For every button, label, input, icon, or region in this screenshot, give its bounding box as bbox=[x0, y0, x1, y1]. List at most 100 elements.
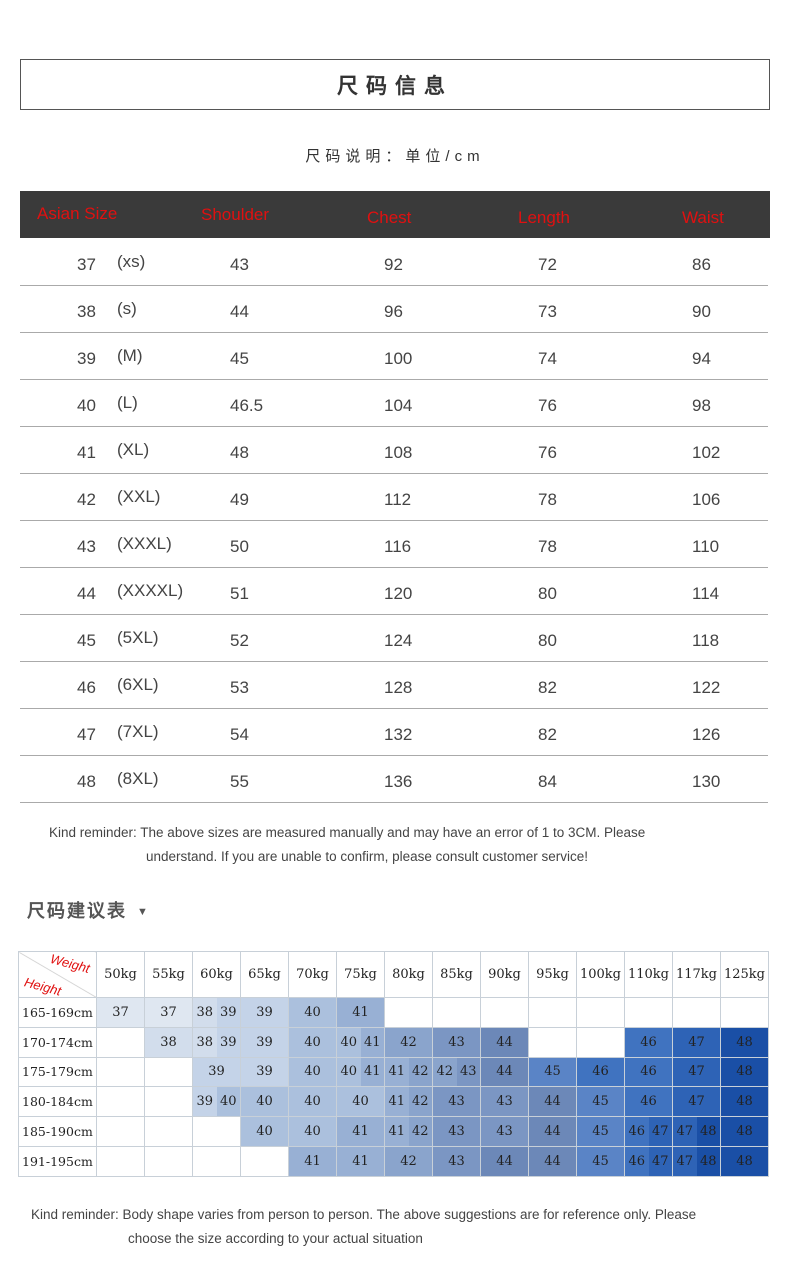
size-cell: 39 bbox=[240, 997, 289, 1028]
size-row: 37 (xs) 43 92 72 86 bbox=[20, 239, 768, 286]
size-cell: 45 bbox=[576, 1116, 625, 1147]
size-cell-chest: 136 bbox=[384, 772, 413, 791]
reminder-line: choose the size according to your actual… bbox=[128, 1231, 423, 1246]
size-value: 38 bbox=[193, 1027, 217, 1057]
size-cell: 39 bbox=[240, 1026, 289, 1058]
size-cell-waist: 106 bbox=[692, 490, 721, 509]
size-cell: 40 bbox=[288, 1116, 337, 1147]
size-cell: 48 bbox=[720, 1056, 769, 1088]
reminder-line: Kind reminder: The above sizes are measu… bbox=[49, 825, 646, 840]
size-cell: 44 bbox=[480, 1145, 529, 1177]
size-cell: 43 bbox=[432, 1116, 481, 1147]
size-cell-chest: 108 bbox=[384, 443, 413, 462]
recommend-row: 180-184cm 39 40 40 40 40 41 42 43 43 44 45 46 47 48 bbox=[18, 1086, 769, 1118]
reminder-line: Kind reminder: Body shape varies from pe… bbox=[31, 1207, 697, 1222]
empty-cell bbox=[432, 997, 481, 1028]
size-row: 38 (s) 44 96 73 90 bbox=[20, 286, 768, 333]
size-cell-label: (L) bbox=[117, 393, 138, 412]
size-cell-split: 40 41 bbox=[336, 1026, 385, 1058]
empty-cell bbox=[192, 1145, 241, 1177]
empty-cell bbox=[144, 1086, 193, 1118]
size-cell-label: (xs) bbox=[117, 252, 146, 271]
size-cell-chest: 112 bbox=[384, 490, 412, 509]
recommend-title: 尺码建议表 ▼ bbox=[27, 897, 150, 923]
recommend-row: 170-174cm 38 38 39 39 40 40 41 42 43 44 46 47 48 bbox=[18, 1026, 769, 1058]
size-cell: 42 bbox=[384, 1026, 433, 1058]
height-cell: 191-195cm bbox=[18, 1145, 97, 1177]
weight-header: 65kg bbox=[240, 951, 289, 998]
empty-cell bbox=[96, 1145, 145, 1177]
height-cell: 185-190cm bbox=[18, 1116, 97, 1147]
size-cell-chest: 100 bbox=[384, 349, 413, 368]
dropdown-arrow-icon[interactable]: ▼ bbox=[137, 906, 150, 919]
height-label: Height bbox=[22, 974, 63, 999]
size-cell-length: 84 bbox=[538, 772, 557, 791]
size-cell: 43 bbox=[432, 1086, 481, 1118]
size-value: 41 bbox=[385, 1057, 409, 1087]
size-cell: 47 bbox=[672, 1056, 721, 1088]
size-row: 45 (5XL) 52 124 80 118 bbox=[20, 615, 768, 662]
size-cell-size: 43 bbox=[77, 537, 96, 556]
size-cell: 41 bbox=[336, 1145, 385, 1177]
size-value: 47 bbox=[648, 1117, 672, 1146]
size-value: 48 bbox=[696, 1117, 720, 1146]
size-cell: 43 bbox=[432, 1145, 481, 1177]
size-cell: 37 bbox=[144, 997, 193, 1028]
size-cell: 47 bbox=[672, 1026, 721, 1058]
size-cell-shoulder: 45 bbox=[230, 349, 249, 368]
weight-header: 55kg bbox=[144, 951, 193, 998]
size-cell-length: 80 bbox=[538, 584, 557, 603]
size-cell-label: (XL) bbox=[117, 440, 150, 459]
empty-cell bbox=[576, 1026, 625, 1058]
weight-header: 85kg bbox=[432, 951, 481, 998]
reminder-line: understand. If you are unable to confirm… bbox=[146, 849, 588, 864]
size-value: 39 bbox=[216, 1027, 240, 1057]
size-cell: 43 bbox=[432, 1026, 481, 1058]
size-cell-length: 78 bbox=[538, 490, 557, 509]
size-cell-length: 76 bbox=[538, 443, 557, 462]
size-cell: 45 bbox=[576, 1145, 625, 1177]
size-cell-chest: 120 bbox=[384, 584, 413, 603]
size-cell-split: 46 47 bbox=[624, 1145, 673, 1177]
size-cell-label: (XXXXL) bbox=[117, 581, 184, 600]
size-cell-label: (7XL) bbox=[117, 722, 159, 741]
size-cell-split: 47 48 bbox=[672, 1145, 721, 1177]
size-cell: 46 bbox=[576, 1056, 625, 1088]
size-cell: 47 bbox=[672, 1086, 721, 1118]
header-shoulder: Shoulder bbox=[201, 205, 270, 224]
size-row: 41 (XL) 48 108 76 102 bbox=[20, 427, 768, 474]
size-cell-size: 42 bbox=[77, 490, 96, 509]
size-cell-length: 82 bbox=[538, 725, 557, 744]
size-cell-waist: 98 bbox=[692, 396, 711, 415]
size-value: 47 bbox=[648, 1146, 672, 1176]
size-cell-size: 41 bbox=[77, 443, 96, 462]
size-row: 46 (6XL) 53 128 82 122 bbox=[20, 662, 768, 709]
size-value: 41 bbox=[385, 1087, 409, 1117]
height-cell: 175-179cm bbox=[18, 1056, 97, 1088]
size-row: 47 (7XL) 54 132 82 126 bbox=[20, 709, 768, 756]
size-cell-split: 41 42 bbox=[384, 1056, 433, 1088]
empty-cell bbox=[240, 1145, 289, 1177]
size-cell-shoulder: 51 bbox=[230, 584, 249, 603]
size-cell-shoulder: 53 bbox=[230, 678, 249, 697]
size-cell-shoulder: 44 bbox=[230, 302, 249, 321]
size-cell-waist: 130 bbox=[692, 772, 721, 791]
size-cell-chest: 132 bbox=[384, 725, 413, 744]
size-cell-waist: 122 bbox=[692, 678, 721, 697]
size-cell-length: 82 bbox=[538, 678, 557, 697]
size-cell-label: (5XL) bbox=[117, 628, 159, 647]
weight-header: 90kg bbox=[480, 951, 529, 998]
size-cell-split: 38 39 bbox=[192, 1026, 241, 1058]
size-cell: 41 bbox=[336, 1116, 385, 1147]
size-cell-waist: 94 bbox=[692, 349, 711, 368]
size-value: 46 bbox=[625, 1117, 649, 1146]
empty-cell bbox=[96, 1116, 145, 1147]
size-cell-size: 40 bbox=[77, 396, 96, 415]
size-cell: 48 bbox=[720, 1116, 769, 1147]
size-cell-split: 42 43 bbox=[432, 1056, 481, 1088]
weight-header: 95kg bbox=[528, 951, 577, 998]
size-cell-length: 74 bbox=[538, 349, 557, 368]
size-cell-label: (6XL) bbox=[117, 675, 159, 694]
size-cell-waist: 90 bbox=[692, 302, 711, 321]
weight-header: 117kg bbox=[672, 951, 721, 998]
